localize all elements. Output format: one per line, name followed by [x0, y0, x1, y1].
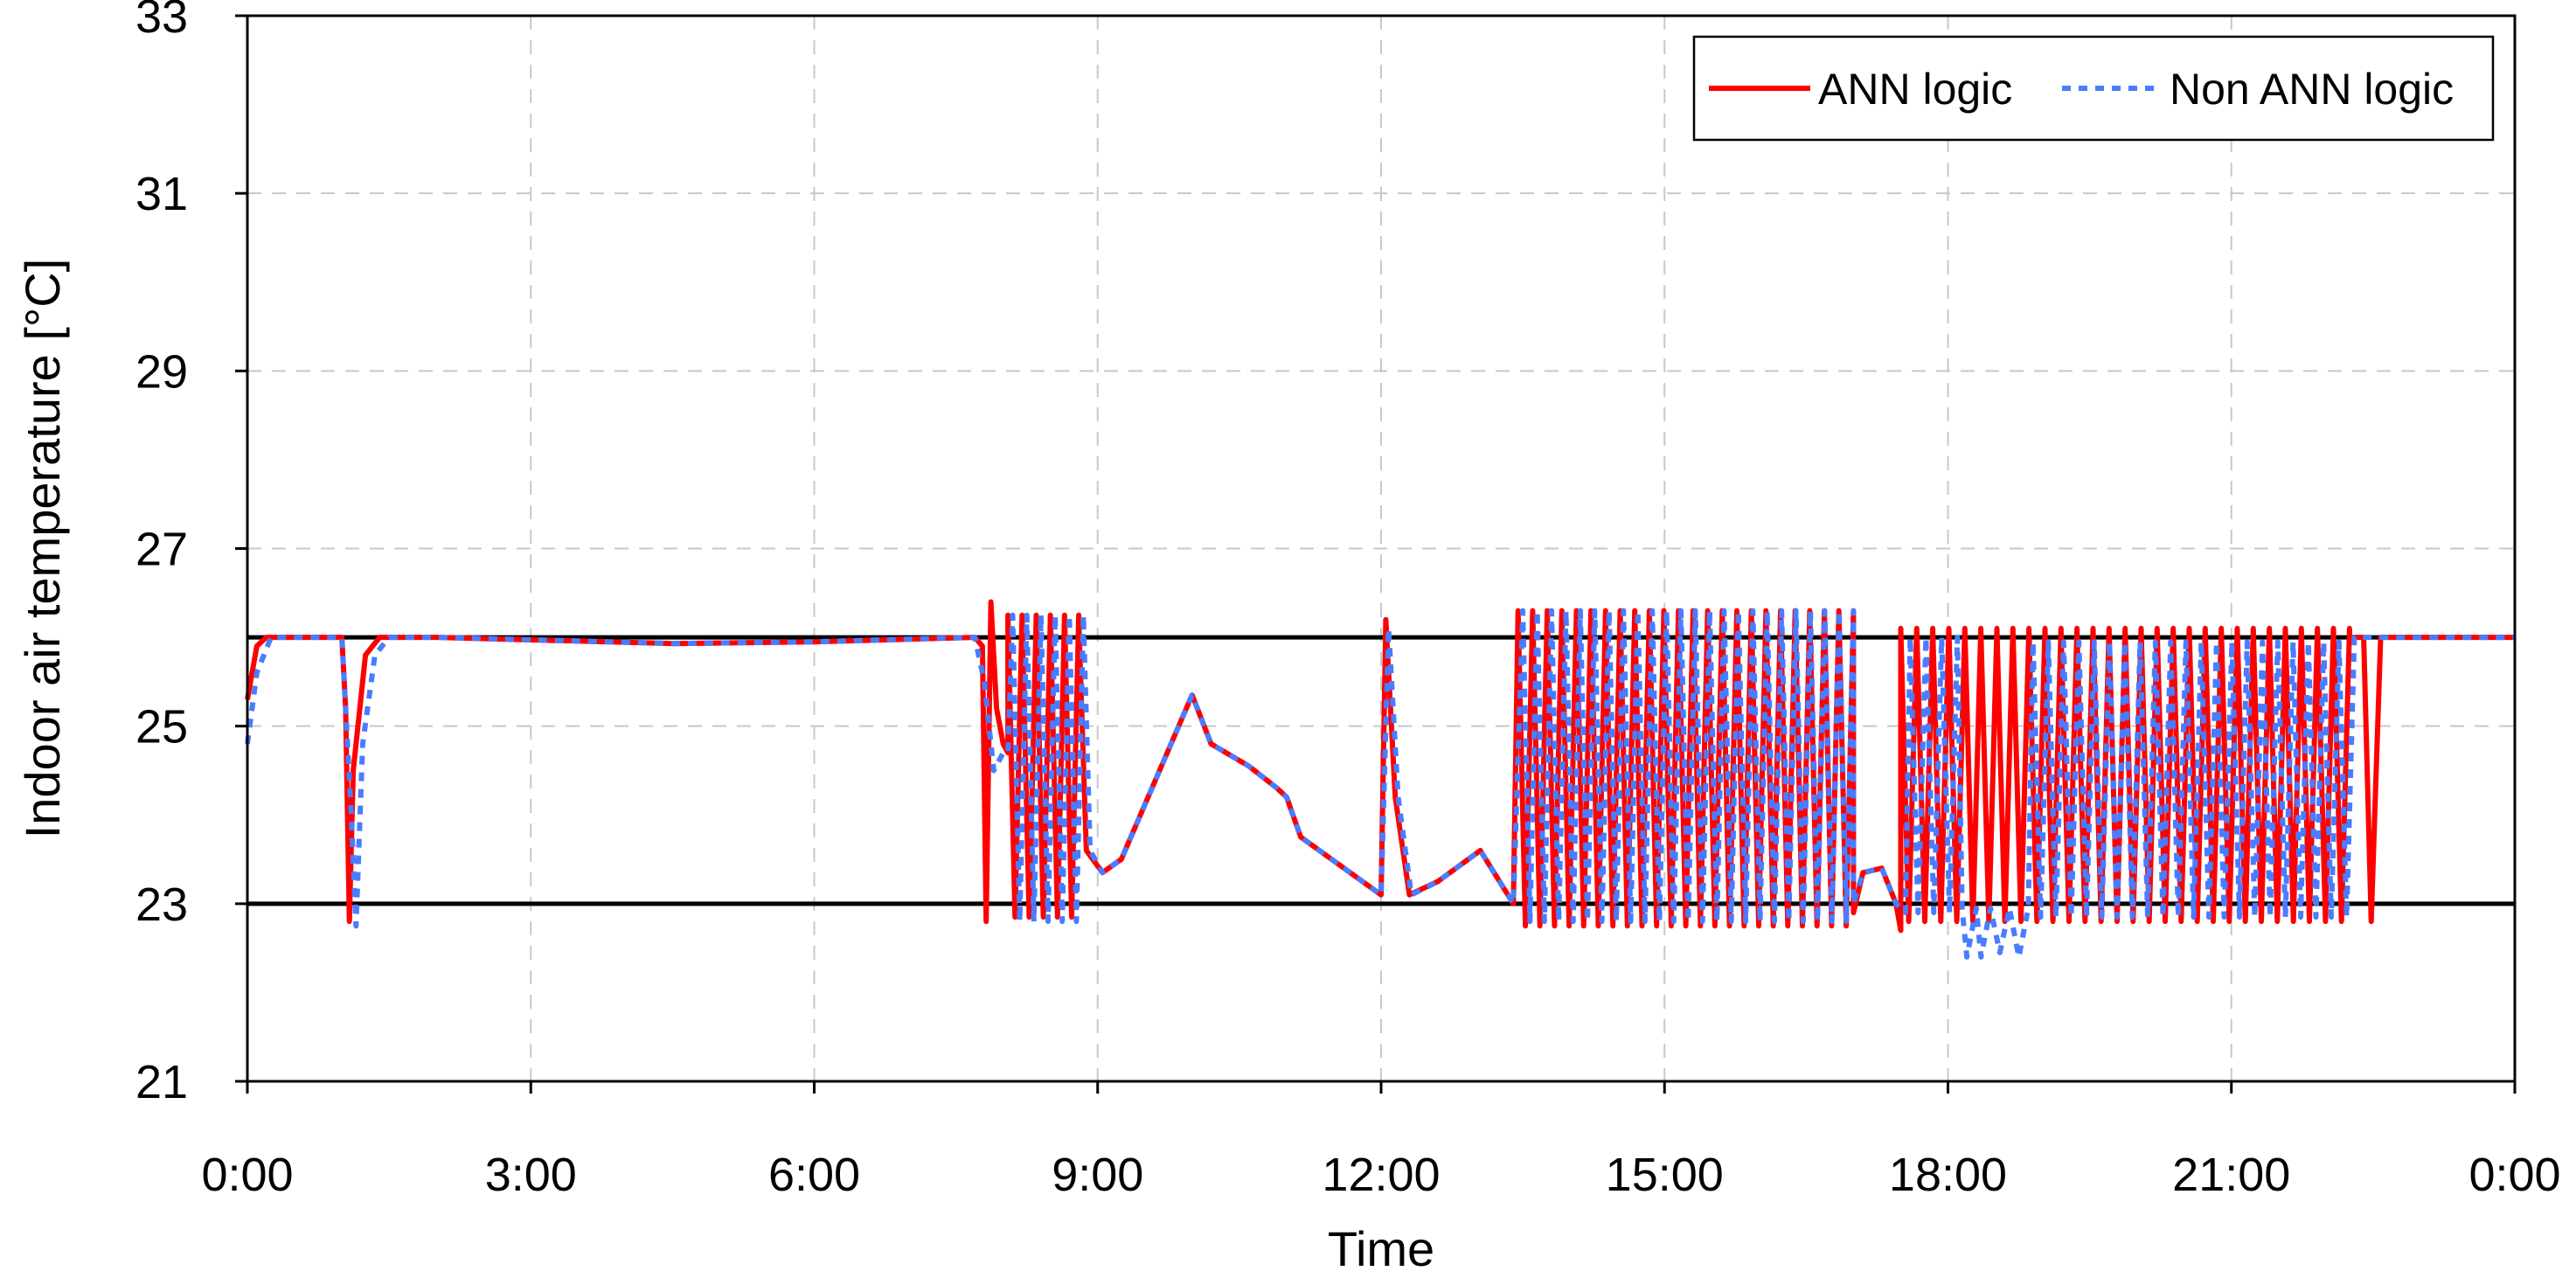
x-tick-label: 6:00 [768, 1149, 860, 1201]
y-tick-label: 31 [135, 168, 188, 220]
x-tick-label: 12:00 [1322, 1149, 1440, 1201]
x-tick-label: 15:00 [1606, 1149, 1724, 1201]
x-tick-label: 18:00 [1889, 1149, 2007, 1201]
threshold-lines [247, 635, 2515, 906]
y-tick-label: 29 [135, 345, 188, 398]
x-tick-label: 0:00 [2468, 1149, 2560, 1201]
x-tick-label: 3:00 [485, 1149, 577, 1201]
x-tick-label: 9:00 [1052, 1149, 1143, 1201]
x-tick-label: 21:00 [2172, 1149, 2290, 1201]
y-tick-label: 33 [135, 0, 188, 43]
y-tick-label: 21 [135, 1056, 188, 1108]
legend-label-ann: ANN logic [1818, 65, 2012, 114]
y-axis-title: Indoor air temperature [°C] [15, 259, 70, 839]
series-layer [245, 599, 2515, 960]
legend-label-non-ann: Non ANN logic [2170, 65, 2454, 114]
y-tick-label: 25 [135, 701, 188, 754]
x-axis: 0:00 3:00 6:00 9:00 12:00 15:00 18:00 21:00 0:00 [201, 1081, 2561, 1201]
y-tick-label: 27 [135, 524, 188, 576]
series-line-non-ann [245, 608, 2515, 960]
x-tick-label: 0:00 [201, 1149, 293, 1201]
x-axis-title: Time [1328, 1221, 1434, 1276]
legend: ANN logic Non ANN logic [1692, 35, 2495, 142]
y-tick-label: 23 [135, 879, 188, 931]
legend-box [1692, 35, 2495, 142]
y-axis: 21 23 25 27 29 31 33 [135, 0, 247, 1108]
